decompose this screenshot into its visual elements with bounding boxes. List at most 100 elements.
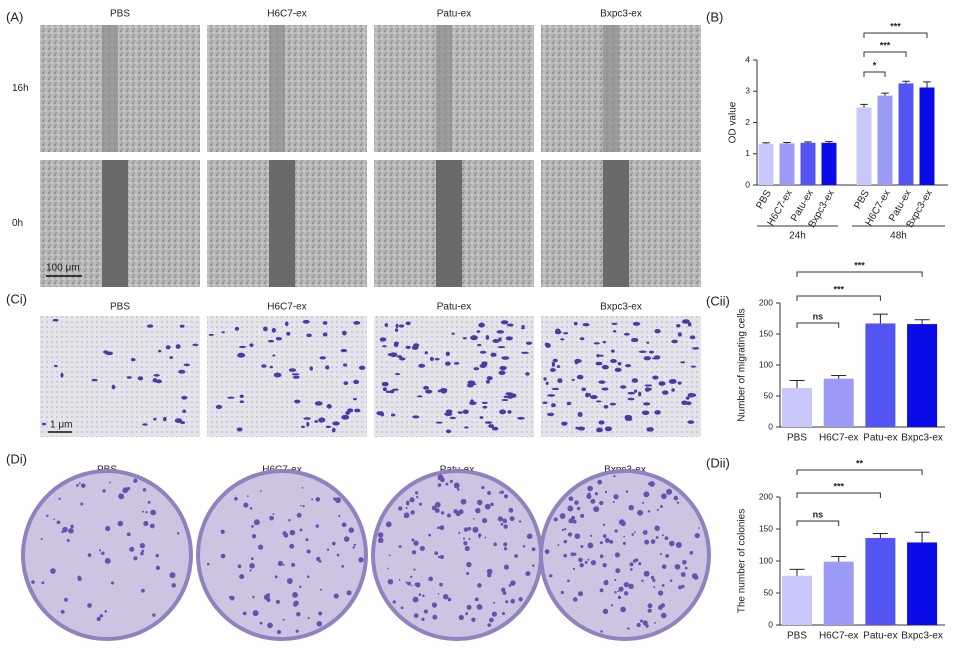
- stained-cell: [192, 343, 199, 347]
- colony: [176, 532, 180, 535]
- colony: [642, 501, 645, 504]
- stained-cell: [273, 372, 282, 378]
- colony: [500, 490, 504, 494]
- significance-bracket: [796, 492, 881, 498]
- group-label: 24h: [789, 231, 806, 242]
- significance-label: ns: [813, 509, 824, 519]
- colony: [629, 562, 634, 567]
- bar: [865, 537, 896, 625]
- colony: [587, 542, 594, 549]
- colony: [414, 582, 419, 587]
- colony: [549, 574, 553, 578]
- stained-cell: [680, 361, 686, 364]
- stained-cell: [325, 425, 331, 429]
- stained-cell: [41, 422, 47, 426]
- stained-cell: [646, 341, 650, 344]
- colony: [282, 563, 285, 566]
- significance-bracket: [863, 32, 928, 38]
- colony: [398, 545, 402, 548]
- colony: [623, 591, 629, 596]
- stained-cell: [671, 339, 678, 344]
- colony: [98, 549, 102, 552]
- stained-cell: [484, 421, 493, 424]
- colony: [614, 578, 617, 581]
- colony: [101, 551, 105, 555]
- colony: [602, 608, 609, 615]
- colony: [586, 493, 592, 499]
- colony: [260, 490, 262, 492]
- colony: [599, 588, 604, 593]
- stained-cell: [517, 416, 525, 420]
- stained-cell: [358, 365, 366, 370]
- stained-cell: [263, 326, 268, 332]
- colony: [652, 578, 656, 582]
- stained-cell: [387, 352, 394, 357]
- stained-cell: [111, 384, 116, 390]
- colony: [669, 579, 673, 582]
- colony: [437, 593, 440, 595]
- colony: [472, 526, 479, 533]
- y-tick-label: 50: [764, 587, 774, 597]
- stained-cell: [322, 321, 328, 325]
- colony: [602, 534, 607, 538]
- colony: [649, 481, 655, 487]
- stained-cell: [587, 392, 591, 397]
- stained-cell: [286, 331, 291, 336]
- colony: [414, 491, 419, 495]
- stained-cell: [382, 345, 387, 348]
- colony: [661, 493, 667, 500]
- stained-cell: [575, 426, 579, 430]
- stained-cell: [341, 414, 350, 420]
- stained-cell: [576, 374, 584, 380]
- stained-cell: [477, 343, 482, 347]
- colony: [70, 524, 74, 529]
- column-label: Patu-ex: [437, 9, 471, 20]
- stained-cell: [53, 364, 58, 368]
- scratch-gap: [436, 25, 452, 152]
- scratch-gap: [603, 25, 619, 152]
- y-tick-label: 0: [768, 619, 773, 629]
- stained-cell: [269, 365, 273, 369]
- colony: [650, 575, 655, 580]
- stained-cell: [396, 355, 403, 358]
- stained-cell: [550, 368, 556, 372]
- colony: [409, 497, 415, 503]
- stained-cell: [555, 328, 561, 334]
- colony: [656, 508, 659, 511]
- stained-cell: [658, 381, 666, 386]
- colony: [411, 538, 415, 542]
- colony: [331, 541, 336, 546]
- significance-bracket: [796, 295, 881, 301]
- stained-cell: [521, 327, 525, 330]
- colony: [431, 602, 438, 608]
- significance-label: ***: [854, 260, 865, 270]
- colony: [307, 616, 310, 620]
- colony: [500, 523, 504, 526]
- colony: [104, 557, 111, 564]
- colony: [320, 588, 322, 591]
- micrograph: [40, 25, 200, 152]
- stained-cell: [322, 332, 328, 337]
- colony: [531, 547, 536, 552]
- stained-cell: [462, 337, 467, 340]
- colony: [532, 564, 535, 567]
- colony: [661, 583, 665, 587]
- colony: [141, 549, 145, 553]
- colony: [522, 544, 526, 548]
- colony: [689, 550, 694, 555]
- stained-cell: [434, 358, 440, 361]
- stained-cell: [60, 372, 64, 378]
- stained-cell: [627, 397, 635, 401]
- colony: [252, 610, 259, 617]
- colony: [277, 560, 284, 567]
- stained-cell: [91, 378, 98, 382]
- y-tick-label: 150: [759, 523, 773, 533]
- stained-cell: [424, 351, 428, 355]
- stained-cell: [505, 336, 513, 341]
- colony: [560, 590, 564, 595]
- stained-cell: [425, 389, 433, 394]
- colony: [613, 494, 619, 500]
- stained-cell: [687, 322, 692, 327]
- stained-cell: [137, 376, 144, 381]
- stained-cell: [237, 352, 246, 358]
